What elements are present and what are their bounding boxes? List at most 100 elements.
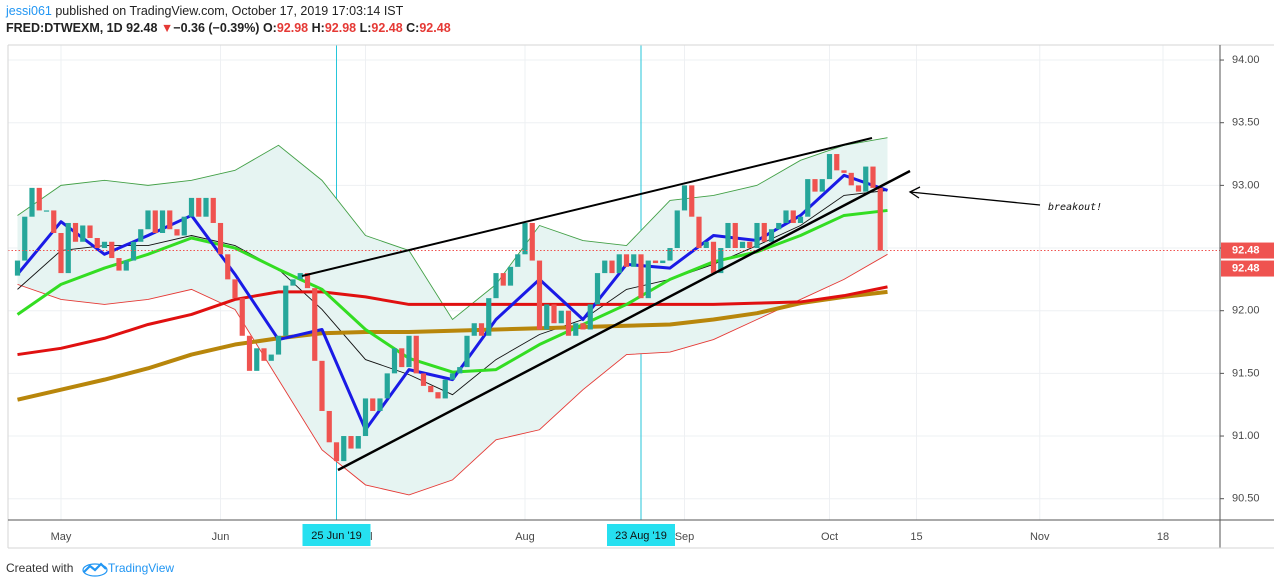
y-tick-label: 92.00 (1232, 305, 1260, 317)
candle (181, 216, 187, 236)
candle (819, 179, 825, 192)
candle (870, 166, 876, 188)
candle (725, 222, 731, 249)
candle (449, 373, 456, 380)
candle (776, 222, 782, 230)
candle (391, 348, 398, 374)
candle (304, 273, 311, 289)
candle (246, 335, 253, 371)
candle (710, 241, 717, 274)
candle (761, 222, 767, 242)
candle (268, 354, 274, 361)
candle (493, 273, 499, 299)
candle (355, 436, 361, 449)
candle (522, 222, 528, 255)
candle (319, 360, 325, 411)
candle (275, 335, 282, 355)
candle (174, 229, 180, 236)
x-tick-label: Oct (821, 531, 838, 543)
candle (188, 197, 195, 217)
candle (667, 248, 673, 261)
y-tick-label: 91.00 (1232, 430, 1260, 442)
candle (101, 241, 108, 249)
candle (696, 216, 702, 249)
candle (116, 258, 122, 271)
h-label: H: (311, 21, 325, 35)
candle (225, 254, 231, 280)
candle (638, 254, 644, 299)
crosshair-label: 25 Jun '19 (311, 530, 361, 542)
candle (790, 210, 796, 223)
candle (94, 238, 100, 249)
candle (435, 392, 441, 399)
arrow-head (908, 186, 921, 199)
candle (123, 260, 129, 271)
published: published on TradingView.com, October 17… (55, 4, 404, 18)
candle (261, 348, 267, 361)
candle (768, 229, 775, 242)
candle (442, 379, 448, 399)
last: 92.48 (126, 21, 158, 35)
footer-brand: TradingView (108, 561, 174, 575)
candle (587, 304, 593, 330)
x-tick-label: Jun (212, 531, 230, 543)
symbol: FRED:DTWEXM, 1D (6, 21, 123, 35)
candle (674, 210, 680, 249)
candle (420, 373, 427, 386)
symbol-line: FRED:DTWEXM, 1D 92.48 ▼−0.36 (−0.39%) O:… (6, 21, 451, 35)
candle (863, 166, 869, 192)
c-label: C: (406, 21, 420, 35)
candle (703, 241, 709, 249)
candle (602, 260, 608, 274)
candle (167, 210, 173, 230)
candle (573, 323, 579, 336)
price-badge (1221, 242, 1274, 259)
direction: ▼ (160, 21, 174, 35)
candle (65, 222, 71, 274)
candle (529, 222, 535, 261)
candle (348, 436, 354, 449)
candle (631, 254, 637, 267)
candle (413, 335, 419, 374)
bollinger-lower (17, 253, 888, 496)
trend-line (301, 137, 873, 277)
c-value: 92.48 (419, 21, 451, 35)
x-tick-label: Aug (515, 531, 535, 543)
candle (145, 210, 151, 230)
candle (138, 229, 144, 242)
candle (370, 398, 376, 411)
candle (196, 197, 202, 217)
y-tick-label: 93.00 (1232, 179, 1260, 191)
drawings: breakout! (301, 137, 1102, 472)
candle (80, 225, 86, 242)
price-label: 92.48 (1232, 244, 1260, 256)
candle (14, 260, 21, 276)
candle (159, 210, 166, 233)
candle (594, 273, 601, 305)
candle (551, 304, 557, 324)
candle (464, 335, 470, 368)
candle (797, 216, 804, 223)
candle (739, 241, 746, 249)
candle (486, 298, 492, 336)
candle (341, 436, 347, 462)
moving-average (16, 208, 888, 374)
candle (22, 216, 28, 261)
price-badge (1221, 260, 1274, 277)
x-tick-label: Sep (675, 531, 695, 543)
candle (848, 172, 854, 186)
trend-line (337, 169, 911, 472)
y-tick-label: 94.00 (1232, 54, 1260, 66)
candle (109, 241, 115, 259)
candle (652, 260, 659, 264)
candle (507, 266, 514, 286)
crosshair-label: 23 Aug '19 (615, 530, 667, 542)
candle (428, 385, 434, 393)
candle (478, 323, 485, 336)
candle (406, 335, 412, 368)
candle (609, 260, 615, 274)
candle (297, 273, 303, 280)
candle (312, 288, 318, 361)
